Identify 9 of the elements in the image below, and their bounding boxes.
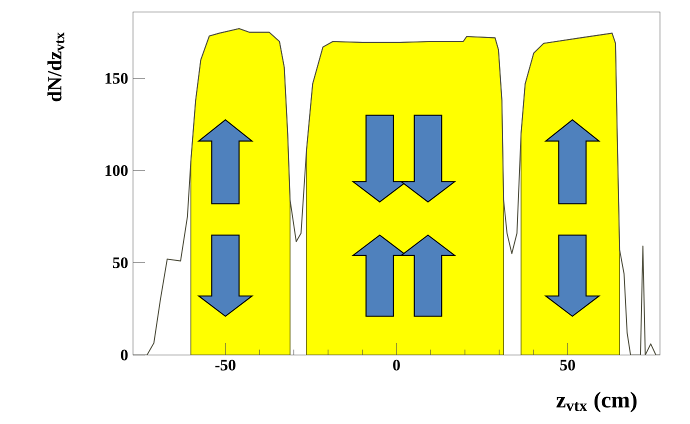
x-tick-label: 0 bbox=[393, 360, 400, 370]
x-axis-title: z$_{vtx}$ (cm) bbox=[556, 392, 637, 412]
y-tick-label: 0 bbox=[120, 350, 128, 360]
x-tick-label: -50 bbox=[215, 360, 236, 370]
x-tick-label: 50 bbox=[560, 360, 575, 370]
y-tick-label: 50 bbox=[112, 257, 128, 268]
y-axis-title: dN/dz$_{vtx}$ bbox=[47, 32, 64, 102]
y-tick-label: 100 bbox=[106, 165, 128, 176]
y-tick-label: 150 bbox=[106, 72, 128, 84]
